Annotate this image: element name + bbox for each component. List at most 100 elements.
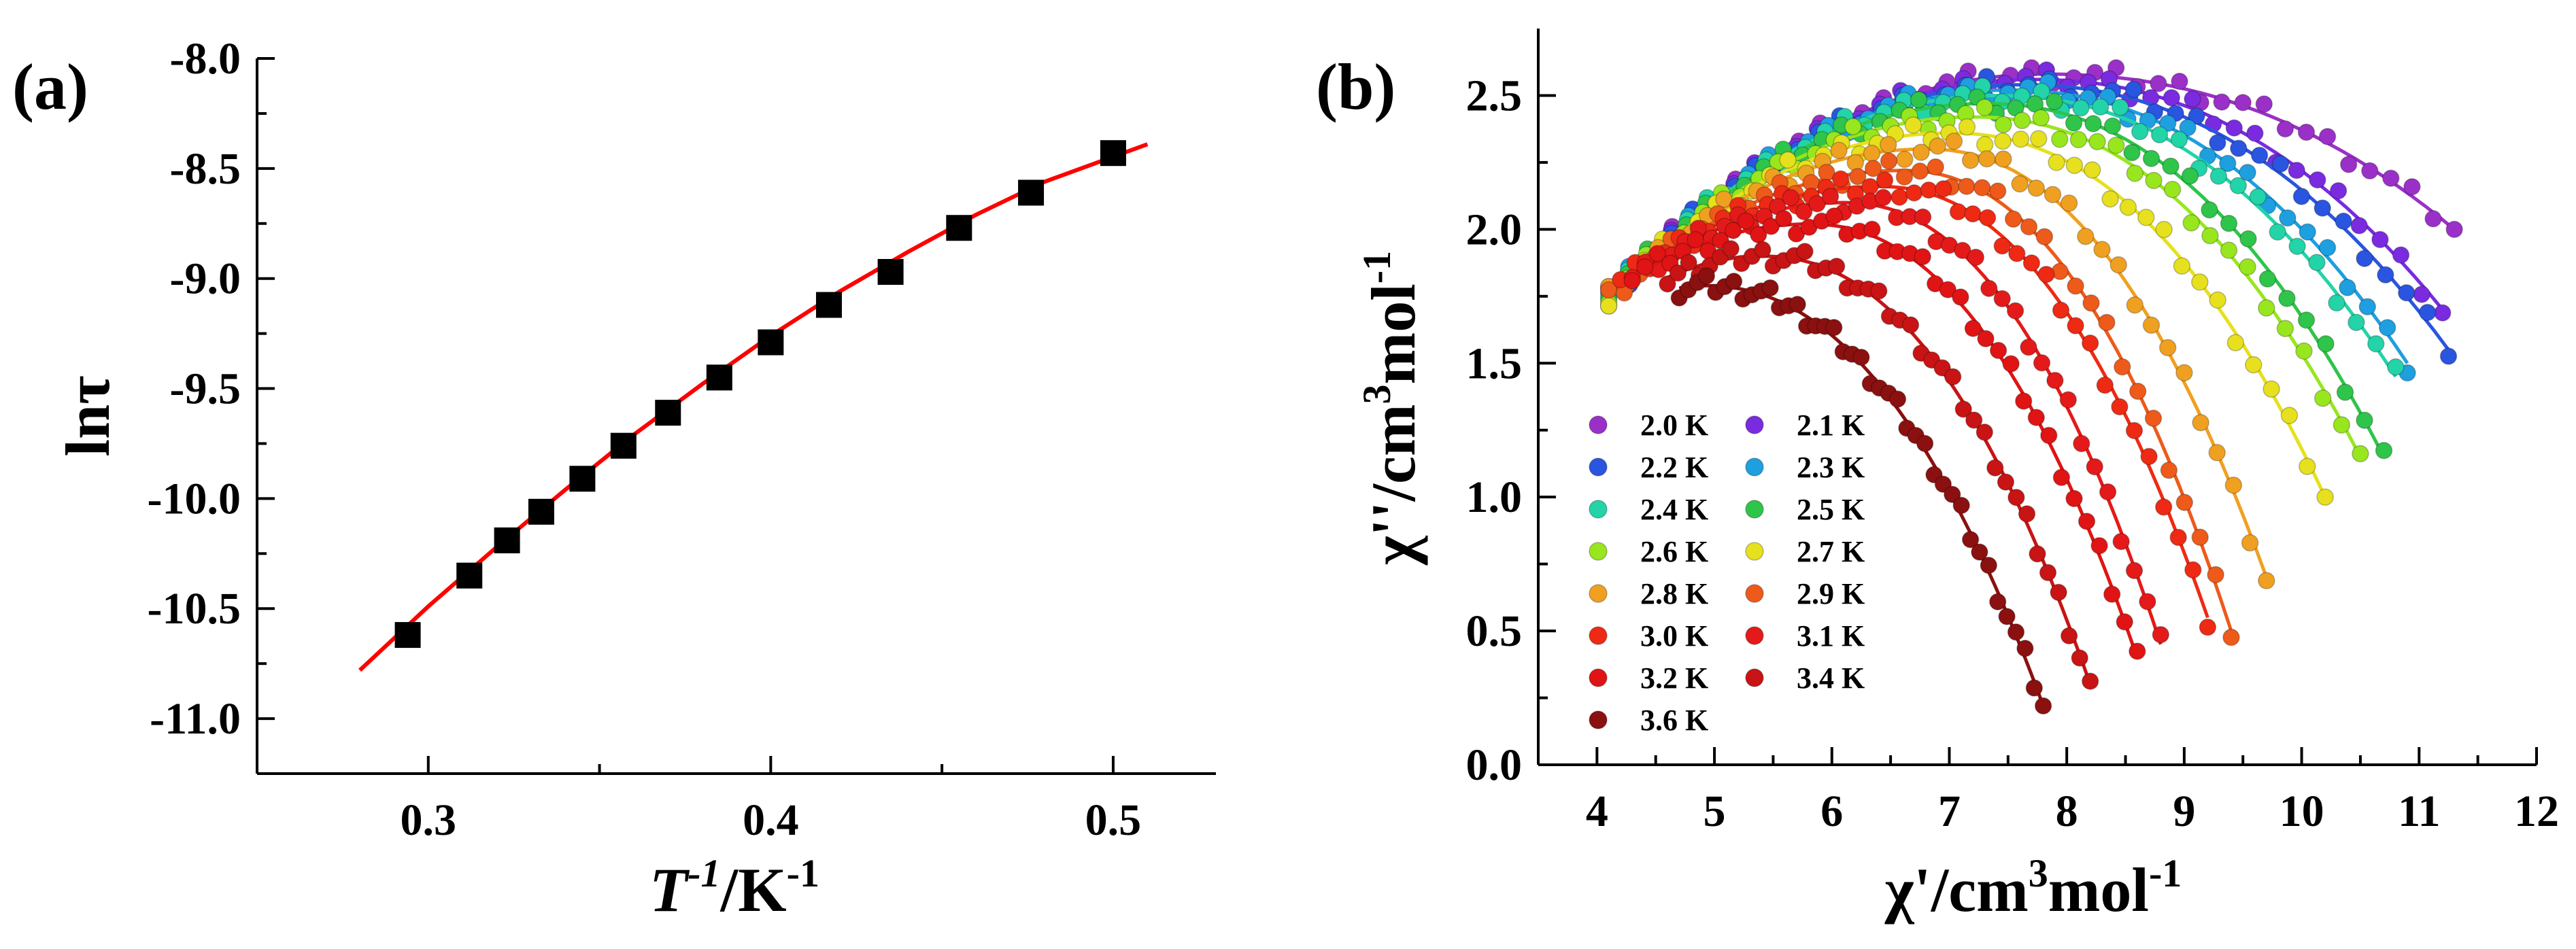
data-point	[2137, 209, 2155, 226]
data-point	[2201, 226, 2219, 245]
data-point	[2245, 356, 2263, 374]
data-point	[2171, 72, 2188, 90]
data-point	[2276, 320, 2294, 337]
data-point	[2139, 593, 2156, 610]
data-point	[2220, 241, 2238, 259]
data-point	[1976, 424, 1994, 441]
data-point	[2299, 223, 2316, 241]
data-point	[2329, 182, 2348, 200]
data-point	[1988, 182, 2007, 200]
data-point	[1901, 316, 1920, 334]
data-point	[2222, 628, 2240, 646]
data-point	[2096, 376, 2114, 394]
legend-marker	[1589, 415, 1608, 434]
data-point	[2142, 316, 2160, 334]
data-point	[1977, 330, 1995, 347]
data-point	[1971, 543, 1988, 561]
data-point	[2288, 237, 2306, 256]
data-point	[1852, 348, 1870, 366]
data-point	[1973, 179, 1991, 196]
data-point	[1997, 473, 2015, 491]
data-point	[1599, 297, 1618, 315]
data-point	[2181, 167, 2199, 185]
x-tick-label: 12	[2514, 787, 2559, 836]
data-point	[1669, 264, 1687, 282]
data-point	[758, 329, 784, 356]
data-point	[1880, 152, 1898, 170]
legend-label: 3.0 K	[1640, 619, 1708, 653]
data-point	[2163, 180, 2182, 199]
data-point	[2230, 139, 2248, 157]
data-point	[1944, 485, 1961, 504]
data-point	[2150, 126, 2169, 143]
data-point	[2397, 283, 2416, 302]
x-tick-label: 0.4	[743, 795, 799, 845]
legend-label: 2.3 K	[1797, 451, 1865, 484]
legend-label: 2.1 K	[1797, 409, 1865, 442]
data-point	[2026, 95, 2044, 113]
data-point	[2339, 279, 2356, 296]
y-tick-label: 2.0	[1466, 205, 1523, 254]
data-point	[2241, 534, 2259, 552]
data-point	[2027, 179, 2046, 197]
series-3-0-K	[1612, 170, 2217, 636]
data-point	[2069, 131, 2088, 149]
data-point	[394, 622, 421, 649]
panel-a-x-axis-title: T-1/K-1	[649, 851, 819, 925]
data-point	[2145, 171, 2163, 190]
data-point	[2219, 154, 2237, 173]
data-point	[2424, 210, 2442, 228]
data-point	[2116, 613, 2133, 631]
data-point	[2378, 319, 2396, 337]
legend-label: 2.0 K	[1640, 409, 1708, 442]
data-point	[2361, 162, 2379, 180]
data-point	[1929, 137, 1946, 155]
data-point	[2162, 157, 2180, 175]
data-point	[2184, 90, 2201, 108]
data-point	[2352, 445, 2369, 463]
data-point	[1821, 188, 1840, 205]
data-point	[2356, 411, 2373, 429]
data-point	[2140, 447, 2158, 466]
data-point	[2034, 697, 2052, 715]
data-point	[2175, 494, 2194, 511]
data-point	[2004, 210, 2022, 228]
data-point	[1636, 258, 1654, 276]
data-point	[1994, 132, 2012, 150]
data-point	[2225, 119, 2243, 137]
data-point	[2150, 75, 2167, 92]
panel-b-y-axis-title: χ''/cm3mol-1	[1355, 251, 1428, 566]
data-point	[2142, 150, 2160, 167]
data-point	[2333, 416, 2351, 434]
data-point	[2013, 111, 2031, 130]
data-point	[2317, 335, 2335, 353]
data-point	[1978, 209, 1997, 227]
data-point	[2220, 214, 2238, 232]
data-point	[2169, 528, 2187, 547]
data-point	[2052, 468, 2071, 487]
data-point	[2191, 273, 2209, 291]
data-point	[2109, 256, 2127, 274]
panel-b-chart: (b) 0.0 0.5 1.0 1.5 2.0 2.5 4 5 6 7 8 9 10 11 12 2.0 …	[1316, 29, 2559, 925]
data-point	[2170, 131, 2188, 148]
data-point	[1876, 171, 1894, 189]
data-point	[1888, 390, 1907, 408]
x-tick-label: 10	[2280, 787, 2324, 836]
panel-a-fit-line	[358, 142, 1149, 672]
data-point	[2067, 317, 2084, 334]
series-3-1-K	[1623, 188, 2170, 645]
data-point	[1911, 162, 1929, 180]
legend-marker	[1745, 415, 1764, 434]
data-point	[1795, 203, 1813, 221]
data-point	[1961, 152, 1980, 169]
data-point	[2234, 94, 2252, 111]
legend-label: 3.6 K	[1640, 704, 1708, 737]
data-point	[1782, 188, 1800, 207]
data-point	[2279, 209, 2297, 227]
data-point	[1715, 190, 1733, 208]
data-point	[1927, 158, 1944, 176]
data-point	[2250, 146, 2269, 165]
legend-marker	[1589, 668, 1608, 687]
data-point	[1100, 140, 1126, 167]
data-point	[2067, 277, 2084, 295]
